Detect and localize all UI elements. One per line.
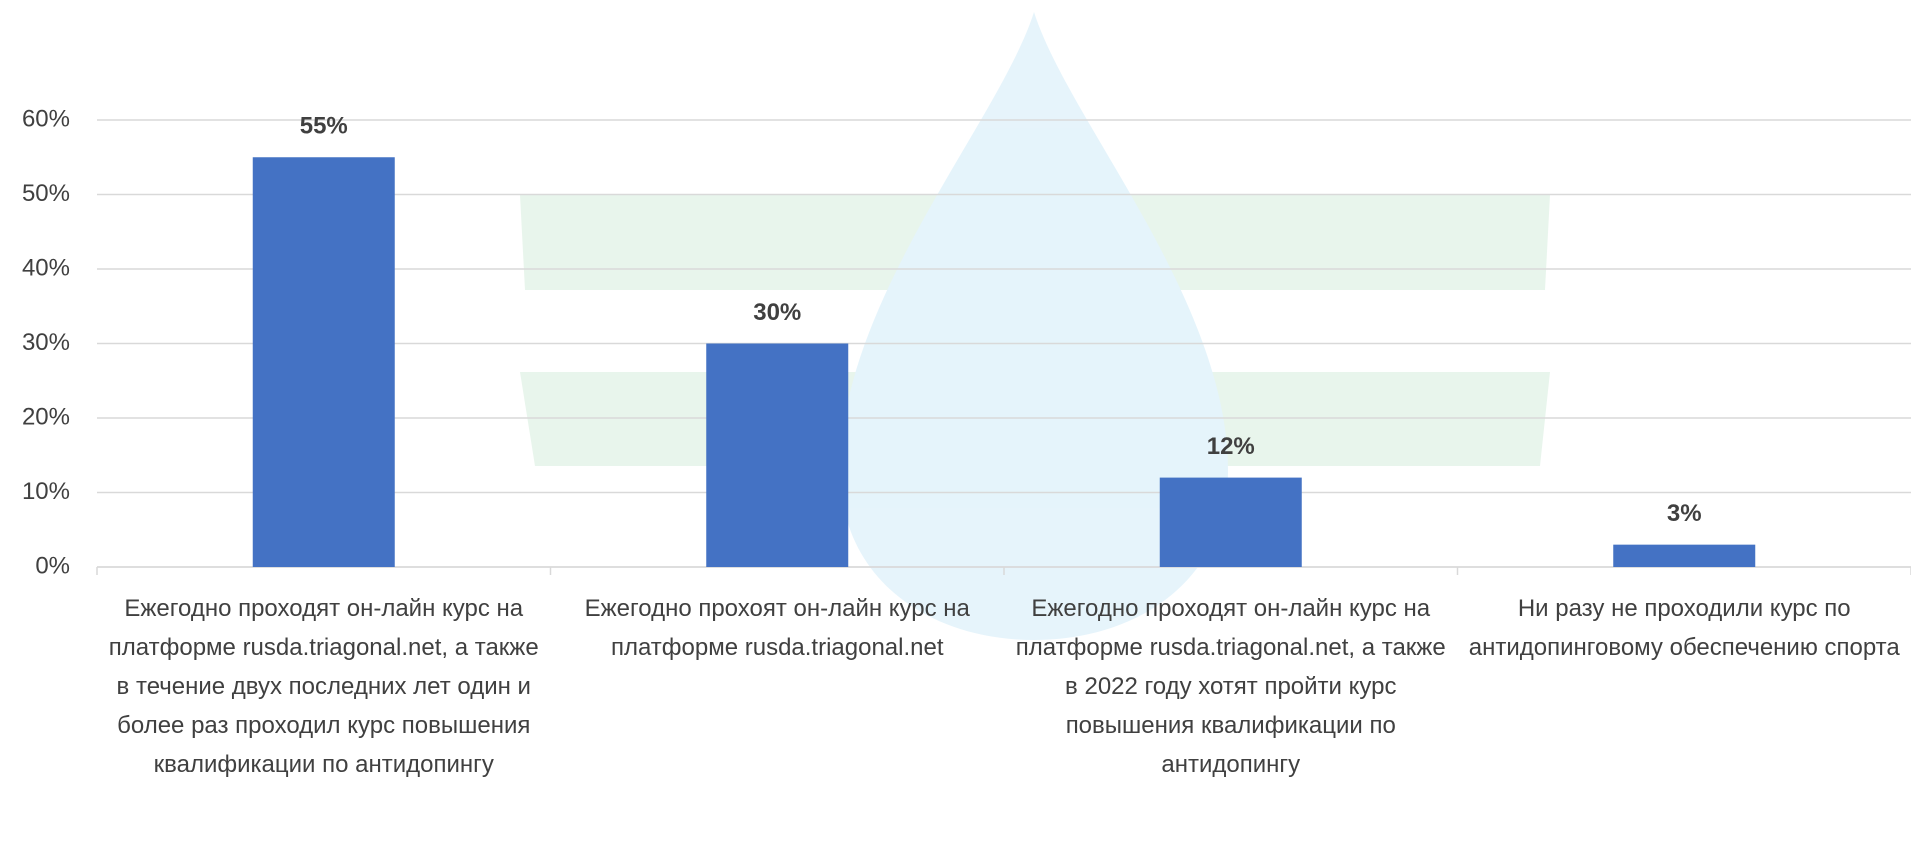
data-label: 12% [1207,433,1255,460]
data-label: 3% [1667,500,1702,527]
y-tick-label: 60% [22,105,70,132]
bar [252,157,395,567]
watermark-drop [840,12,1228,640]
y-tick-label: 40% [22,254,70,281]
y-tick-label: 50% [22,180,70,207]
bar [1159,477,1302,567]
x-tick-label: Ни разу не проходили курс по антидопинго… [1468,595,1900,661]
y-tick-label: 10% [22,478,70,505]
y-tick-label: 30% [22,329,70,356]
x-tick-label: Ежегодно прохоят он-лайн курс на платфор… [584,595,970,661]
x-tick-label: Ежегодно проходят он-лайн курс на платфо… [108,595,539,778]
y-tick-label: 20% [22,403,70,430]
bar [706,343,849,567]
watermark [520,12,1550,640]
data-label: 30% [753,299,801,326]
y-tick-label: 0% [35,552,70,579]
data-label: 55% [300,113,348,140]
bar [1613,544,1756,567]
x-tick-label: Ежегодно проходят он-лайн курс на платфо… [1015,595,1446,778]
